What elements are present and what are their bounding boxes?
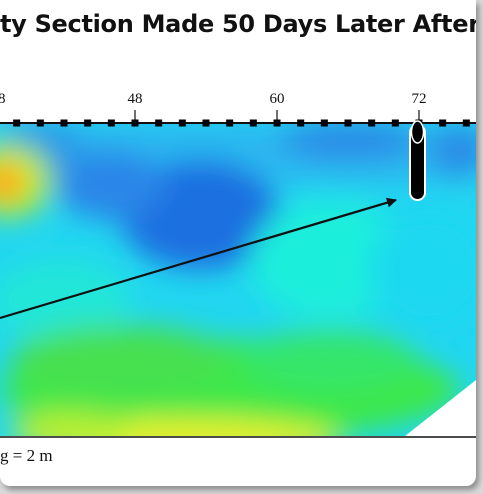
electrode-marker <box>155 119 163 127</box>
figure-title: ty Section Made 50 Days Later After Dr <box>0 10 476 38</box>
electrode-marker <box>202 119 210 127</box>
tick-label-72: 72 <box>412 91 427 107</box>
tick-label-60: 60 <box>270 91 285 107</box>
electrode-marker <box>107 119 115 127</box>
electrode-marker <box>249 119 257 127</box>
electrode-marker <box>344 119 352 127</box>
electrode-marker <box>297 119 305 127</box>
electrode-marker <box>226 119 234 127</box>
annotation-arrow <box>0 197 397 320</box>
electrode-marker <box>36 119 44 127</box>
electrode-marker <box>368 119 376 127</box>
electrode-marker <box>178 119 186 127</box>
borehole-marker <box>409 120 426 201</box>
resistivity-section-chart: 8 48 60 72 <box>0 91 476 438</box>
electrode-marker <box>320 119 328 127</box>
figure-frame: ty Section Made 50 Days Later After Dr <box>0 0 476 486</box>
electrode-marker <box>439 119 447 127</box>
electrode-marker <box>84 119 92 127</box>
tick-label-48: 48 <box>128 91 143 107</box>
tick-label-partial: 8 <box>0 91 6 107</box>
electrode-marker <box>60 119 68 127</box>
electrode-spacing-label: g = 2 m <box>0 446 53 465</box>
electrode-marker <box>462 119 470 127</box>
electrode-marker <box>391 119 399 127</box>
electrode-marker <box>13 119 21 127</box>
x-tick-labels: 48 60 72 <box>128 91 427 123</box>
resistivity-field <box>0 123 476 436</box>
